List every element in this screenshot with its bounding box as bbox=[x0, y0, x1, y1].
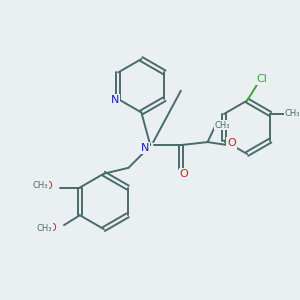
Text: O: O bbox=[44, 181, 52, 190]
Text: O: O bbox=[179, 169, 188, 179]
Text: CH₃: CH₃ bbox=[32, 181, 48, 190]
Text: CH₃: CH₃ bbox=[284, 110, 300, 118]
Text: CH₃: CH₃ bbox=[215, 121, 230, 130]
Text: N: N bbox=[141, 143, 149, 153]
Text: Cl: Cl bbox=[256, 74, 267, 84]
Text: CH₃: CH₃ bbox=[37, 224, 52, 232]
Text: O: O bbox=[48, 223, 56, 233]
Text: N: N bbox=[111, 95, 119, 105]
Text: O: O bbox=[227, 138, 236, 148]
